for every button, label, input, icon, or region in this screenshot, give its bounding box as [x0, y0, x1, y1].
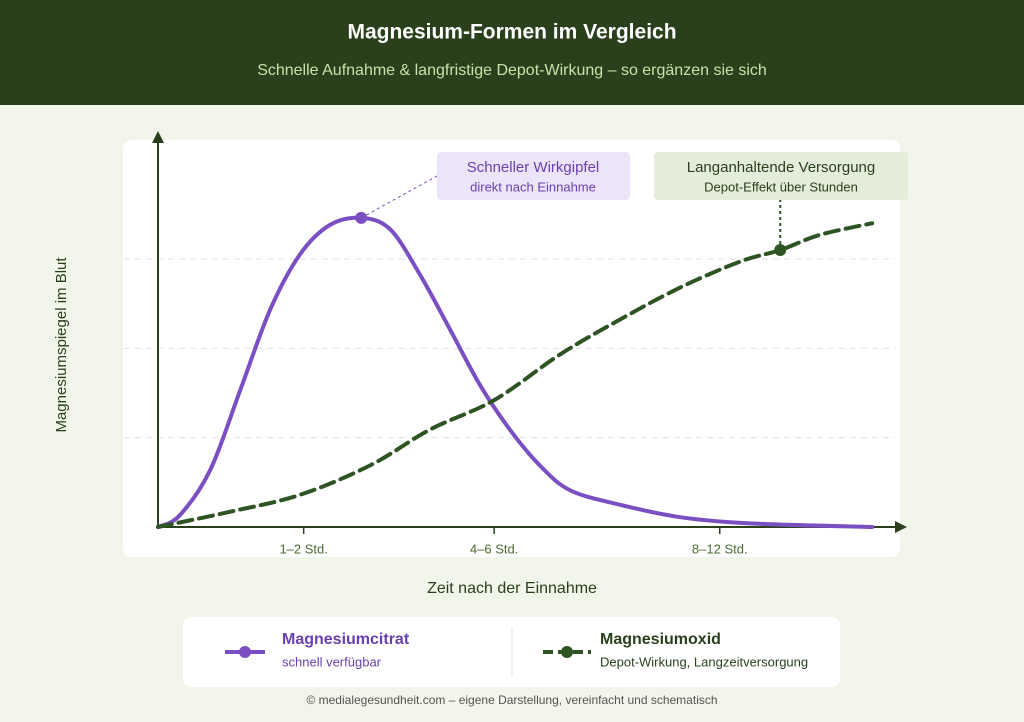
legend-name: Magnesiumcitrat — [282, 631, 410, 648]
annotation-box — [437, 152, 630, 200]
x-tick-label: 8–12 Std. — [692, 541, 748, 556]
annotation-connector — [360, 175, 438, 219]
plot: 1–2 Std. 4–6 Std. 8–12 Std. — [124, 131, 907, 556]
line — [156, 215, 875, 529]
legend-marker — [561, 646, 573, 658]
annotation-title: Schneller Wirkgipfel — [467, 159, 600, 176]
legend-name: Magnesiumoxid — [600, 631, 721, 648]
x-tick-label: 1–2 Std. — [279, 541, 327, 556]
y-axis-label: Magnesiumspiegel im Blut — [53, 257, 70, 433]
source: © medialegesundheit.com – eigene Darstel… — [306, 693, 717, 707]
x-axis-label: Zeit nach der Einnahme — [427, 580, 597, 597]
annotation-text: Depot-Effekt über Stunden — [704, 179, 858, 194]
legend-marker — [239, 646, 251, 658]
highlight-point — [774, 244, 787, 257]
annotation-title: Langanhaltende Versorgung — [687, 159, 876, 176]
legend-description: Depot-Wirkung, Langzeitversorgung — [600, 654, 808, 669]
annotation-text: direkt nach Einnahme — [470, 179, 596, 194]
y-axis-arrow — [152, 131, 164, 143]
x-axis-arrow — [895, 521, 907, 533]
chart-title: Magnesium-Formen im Vergleich — [347, 21, 676, 44]
header — [0, 0, 1024, 105]
legend-items: Magnesiumcitrat schnell verfügbar Magnesiu… — [225, 631, 808, 669]
annotation-box — [654, 152, 908, 200]
highlight-point — [355, 211, 368, 224]
chart-subtitle: Schnelle Aufnahme & langfristige Depot-W… — [257, 62, 767, 79]
x-tick-label: 4–6 Std. — [470, 541, 518, 556]
legend-description: schnell verfügbar — [282, 654, 382, 669]
